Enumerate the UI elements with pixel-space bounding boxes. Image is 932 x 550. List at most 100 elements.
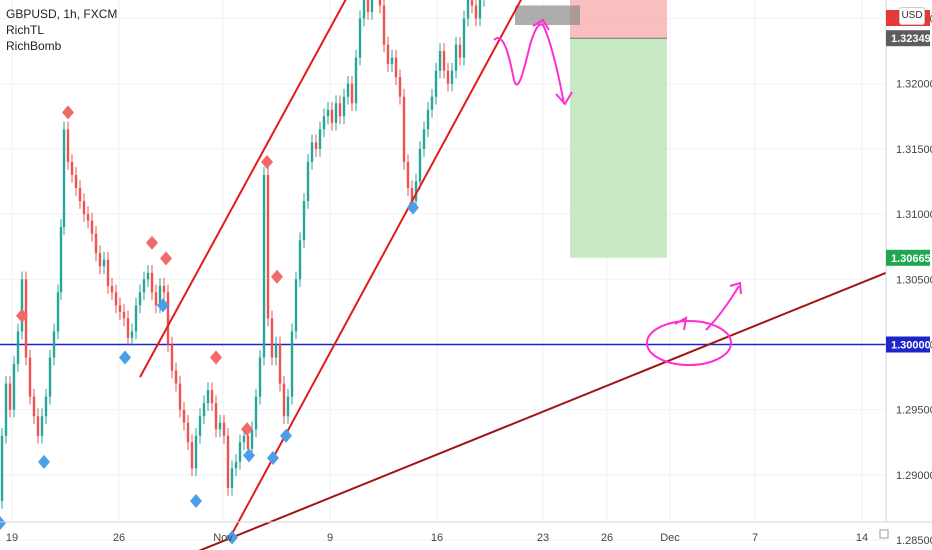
candle-body [226, 435, 230, 488]
candle-body [314, 142, 318, 149]
candle-body [202, 403, 206, 417]
candle-body [48, 357, 52, 397]
candle-body [278, 344, 282, 384]
price-tick-label: 1.32000 [896, 79, 932, 91]
candle-body [386, 44, 390, 65]
candle-body [262, 174, 266, 358]
price-tick-label: 1.29000 [896, 470, 932, 482]
candle-body [56, 292, 60, 332]
candle-body [366, 0, 370, 12]
candle-body [454, 44, 458, 71]
candle-body [378, 0, 382, 6]
candle-body [462, 18, 466, 58]
candle-body [12, 364, 16, 410]
candle-body [78, 188, 82, 202]
candle-body [390, 57, 394, 65]
candle-body [210, 390, 214, 404]
pivot-low-marker [0, 516, 6, 531]
candle-body [106, 259, 110, 286]
candle-body [306, 161, 310, 202]
candle-body [450, 70, 454, 84]
candle-body [302, 201, 306, 241]
candle-body [214, 403, 218, 430]
candle-body [206, 390, 210, 404]
candle-body [474, 5, 478, 19]
time-tick-label: 16 [431, 532, 443, 544]
candle-body [122, 311, 126, 319]
candle-body [318, 129, 322, 149]
trendline-channel-lower [229, 0, 523, 538]
time-tick-label: 19 [6, 532, 18, 544]
price-badge [886, 30, 930, 47]
candle-body [218, 422, 222, 430]
candle-body [110, 285, 114, 293]
entry-zone-box [515, 5, 580, 26]
candle-body [130, 331, 134, 338]
candle-body [28, 357, 32, 397]
candle-body [282, 383, 286, 417]
price-badge [886, 249, 930, 266]
indicator-richtl[interactable]: RichTL [6, 23, 45, 37]
candle-body [430, 96, 434, 110]
candle-body [246, 435, 250, 449]
candle-body [142, 279, 146, 293]
candle-body [294, 279, 298, 332]
candle-body [166, 292, 170, 345]
currency-button[interactable]: USD [899, 7, 925, 25]
pencil-arrow-path [493, 23, 565, 105]
candle-body [406, 161, 410, 189]
candle-body [470, 0, 474, 6]
candle-body [126, 318, 130, 338]
time-tick-label: 14 [856, 532, 868, 544]
candle-body [62, 129, 66, 228]
candle-body [258, 357, 262, 397]
indicator-richbomb[interactable]: RichBomb [6, 39, 62, 53]
candle-body [90, 220, 94, 234]
candle-body [298, 240, 302, 280]
candle-body [102, 259, 106, 267]
pivot-low-marker [157, 298, 169, 313]
symbol-title[interactable]: GBPUSD, 1h, FXCM [6, 7, 118, 21]
candle-body [382, 5, 386, 45]
candle-body [194, 435, 198, 469]
candle-body [242, 435, 246, 443]
price-tick-label: 1.29500 [896, 405, 932, 417]
price-badge-label: 1.30665 [891, 253, 931, 265]
candle-body [138, 292, 142, 306]
trendline-channel-upper [139, 0, 347, 378]
pencil-arrow-head [532, 18, 550, 31]
candle-body [134, 305, 138, 332]
pivot-low-marker [243, 448, 255, 463]
price-tick-label: 1.28500 [896, 535, 932, 547]
candle-body [410, 188, 414, 202]
candle-body [230, 468, 234, 488]
candle-body [346, 83, 350, 97]
candle-body [266, 174, 270, 319]
candle-body [326, 109, 330, 117]
price-badge-label: 1.30000 [891, 340, 931, 352]
candle-body [290, 331, 294, 397]
candle-body [330, 109, 334, 123]
pivot-low-marker [226, 530, 238, 545]
candle-body [0, 435, 4, 501]
take-profit-zone [570, 38, 667, 258]
pivot-low-marker [38, 454, 50, 469]
time-tick-label: 26 [601, 532, 613, 544]
candle-body [222, 422, 226, 436]
candle-body [170, 344, 174, 371]
pivot-low-marker [280, 428, 292, 443]
candle-body [36, 416, 40, 436]
candle-body [254, 396, 258, 430]
candle-body [150, 272, 154, 293]
candle-body [438, 51, 442, 71]
trendline-long-support [198, 271, 887, 550]
candle-body [74, 174, 78, 189]
candle-body [182, 409, 186, 423]
candle-body [466, 0, 470, 19]
price-badge-label: 1.32349 [891, 33, 931, 45]
pivot-low-marker [267, 450, 279, 465]
candle-body [362, 0, 366, 19]
pivot-low-marker [119, 350, 131, 365]
